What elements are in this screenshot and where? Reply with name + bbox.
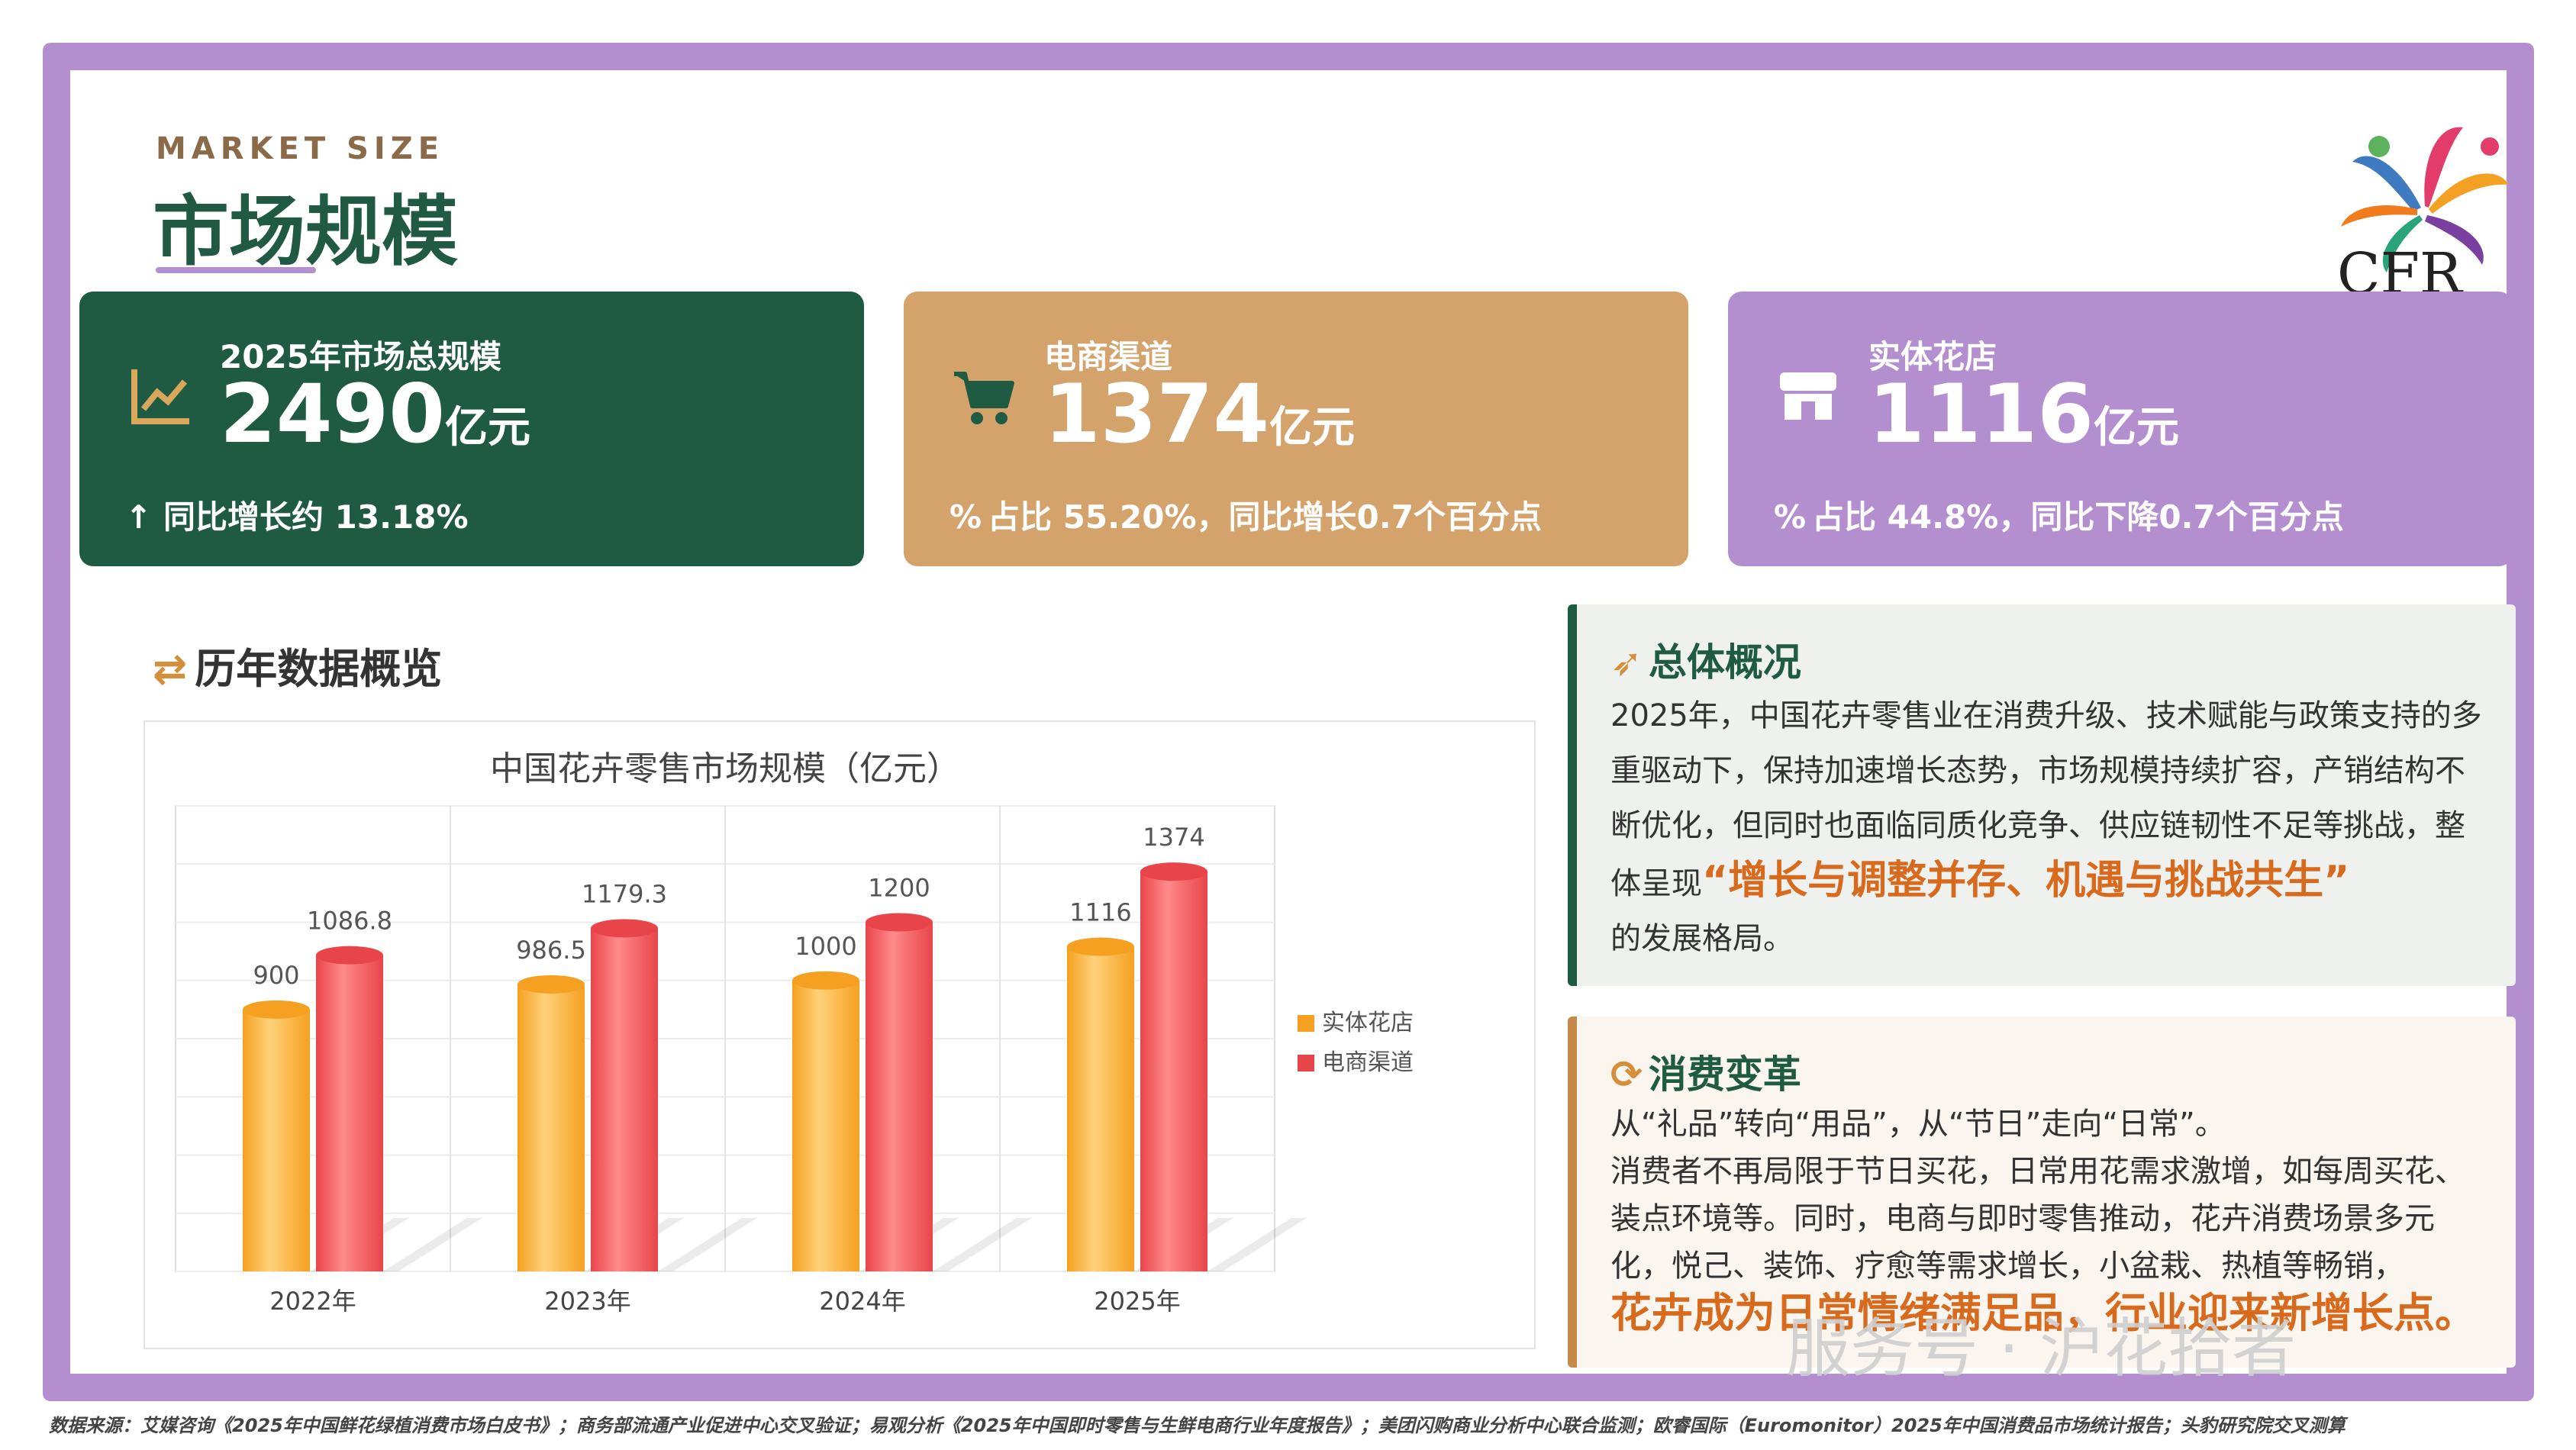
bar-ecommerce [316,955,383,1271]
bar-top [866,913,933,932]
bar-ecommerce [1140,872,1207,1271]
chart-container: 中国花卉零售市场规模（亿元） 900 1086.8 2022年 986.5 1179.3 2… [143,720,1536,1349]
page-title: 市场规模 [153,187,458,276]
bar-store [517,984,585,1271]
kpi-label: 2025年市场总规模 [220,338,501,375]
data-source-note: 数据来源：艾媒咨询《2025年中国鲜花绿植消费市场白皮书》；商务部流通产业促进中… [49,1415,2345,1436]
x-tick-label: 2023年 [544,1287,630,1316]
bar-top [316,946,383,965]
kpi-value: 2490亿元 [220,367,531,461]
kpi-value: 1374亿元 [1044,367,1356,461]
data-label: 900 [253,961,299,990]
panel-text: 2025年，中国花卉零售业在消费升级、技术赋能与政策支持的多重驱动下，保持加速增… [1610,698,2482,956]
panel-title: ➶ 总体概况 [1610,640,1801,685]
data-label: 1200 [868,874,930,903]
kpi-label: 电商渠道 [1044,338,1173,375]
kpi-card-ecommerce: 电商渠道 1374亿元 % 占比 55.20%，同比增长0.7个百分点 [904,292,1688,566]
data-label: 986.5 [516,936,586,965]
bar-top [517,975,585,994]
bar-ecommerce [866,922,933,1271]
bar-store [1067,946,1134,1271]
kpi-value: 1116亿元 [1868,367,2180,461]
shopping-cart-icon [954,372,1014,424]
data-label: 1179.3 [582,879,667,908]
data-label: 1116 [1069,898,1131,927]
overview-panel: ➶ 总体概况 2025年，中国花卉零售业在消费升级、技术赋能与政策支持的多重驱动下… [1568,604,2516,986]
bar-shadow [383,1218,482,1271]
bar-store [243,1009,310,1271]
overview-highlight: “增长与调整并存、机遇与挑战共生” [1702,858,2350,904]
arrow-up-icon: ↑ [125,498,153,536]
cfr-logo-icon [2341,127,2509,272]
kpi-note: ↑ 同比增长约 13.18% [125,498,469,536]
store-icon [1780,372,1836,420]
refresh-icon: ⟳ [1610,1052,1643,1097]
watermark: 服务号 · 沪花拾者 [1786,1311,2297,1386]
bar-top [1140,862,1207,881]
kpi-card-store: 实体花店 1116亿元 % 占比 44.8%，同比下降0.7个百分点 [1728,292,2513,566]
bar-shadow [658,1218,757,1271]
panel-text: 从“礼品”转向“用品”，从“节日”走向“日常”。 消费者不再局限于节日买花，日常用… [1610,1107,2476,1337]
x-tick-label: 2022年 [269,1287,356,1316]
data-label: 1000 [795,932,856,961]
swap-arrows-icon: ⇄ [153,645,188,693]
percent-icon: % [1774,498,1807,536]
content-area: MARKET SIZE 市场规模 CFR 2025年市场总规模 2490亿元 ↑… [70,70,2516,1374]
kpi-card-total: 2025年市场总规模 2490亿元 ↑ 同比增长约 13.18% [79,292,864,566]
data-label: 1374 [1143,823,1204,852]
panel-title: ⟳ 消费变革 [1610,1052,1801,1097]
legend-label: 电商渠道 [1322,1049,1414,1076]
chart-title: 中国花卉零售市场规模（亿元） [490,749,960,788]
consumption-change-panel: ⟳ 消费变革 从“礼品”转向“用品”，从“节日”走向“日常”。 消费者不再局限于节日… [1568,1017,2516,1368]
bar-top [792,971,859,990]
kpi-note: % 占比 55.20%，同比增长0.7个百分点 [949,498,1542,536]
page-frame: MARKET SIZE 市场规模 CFR 2025年市场总规模 2490亿元 ↑… [43,43,2534,1401]
data-label: 1086.8 [307,907,392,936]
bar-chart: 中国花卉零售市场规模（亿元） 900 1086.8 2022年 986.5 1179.3 2… [175,749,1414,1316]
page-subtitle: MARKET SIZE [156,131,445,166]
x-tick-label: 2025年 [1094,1287,1180,1316]
percent-icon: % [949,498,982,536]
title-underline [156,267,316,273]
legend-swatch [1298,1015,1314,1032]
bar-top [1067,937,1134,956]
kpi-label: 实体花店 [1868,338,1997,375]
bar-store [792,980,859,1271]
bar-ecommerce [591,928,658,1271]
change-highlight: 花卉成为日常情绪满足品，行业迎来新增长点。 [1610,1289,2476,1337]
bar-top [243,1000,310,1019]
legend-label: 实体花店 [1322,1010,1414,1036]
bar-top [591,919,658,938]
x-tick-label: 2024年 [819,1287,905,1316]
trend-chart-icon [131,369,189,424]
bar-shadow [1207,1218,1307,1271]
legend-swatch [1298,1055,1314,1071]
kpi-note: % 占比 44.8%，同比下降0.7个百分点 [1774,498,2344,536]
bar-shadow [933,1218,1032,1271]
rocket-icon: ➶ [1610,640,1643,685]
section-title: ⇄ 历年数据概览 [153,645,443,693]
